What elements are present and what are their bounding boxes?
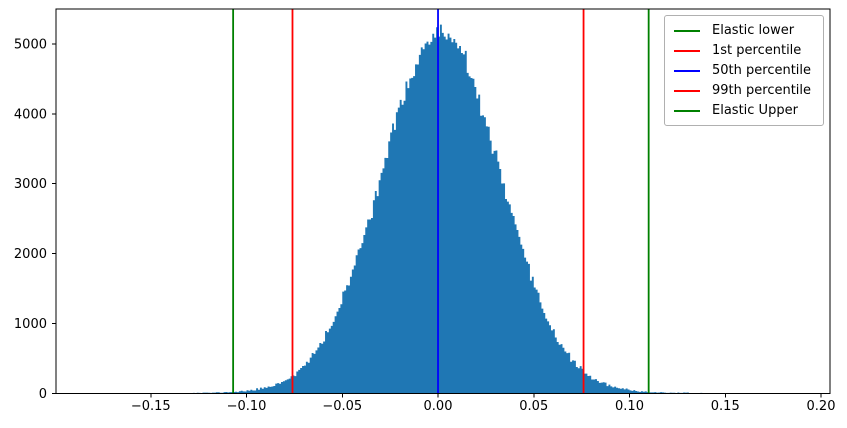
y-tick-label: 3000	[14, 177, 47, 192]
x-tick-label: −0.10	[227, 399, 267, 414]
legend-label: 50th percentile	[712, 63, 812, 78]
legend-item: Elastic Upper	[674, 102, 813, 119]
legend-label: 99th percentile	[712, 83, 812, 98]
legend-item: Elastic lower	[674, 22, 813, 39]
x-tick-label: 0.05	[519, 399, 548, 414]
x-tick-label: 0.10	[615, 399, 644, 414]
x-tick-label: −0.05	[322, 399, 362, 414]
histogram-bars	[173, 24, 709, 394]
legend-label: Elastic lower	[712, 23, 795, 38]
legend-line-swatch	[674, 69, 700, 72]
y-tick-label: 4000	[14, 107, 47, 122]
legend-item: 50th percentile	[674, 62, 813, 79]
legend-line-swatch	[674, 109, 700, 112]
x-tick-label: 0.20	[807, 399, 836, 414]
y-tick-label: 0	[39, 387, 47, 402]
x-tick-label: 0.00	[424, 399, 453, 414]
legend-line-swatch	[674, 89, 700, 92]
y-tick-label: 1000	[14, 317, 47, 332]
x-tick-label: 0.15	[711, 399, 740, 414]
legend-line-swatch	[674, 29, 700, 32]
legend-label: 1st percentile	[712, 43, 802, 58]
legend: Elastic lower 1st percentile 50th percenti…	[664, 15, 824, 126]
y-tick-label: 2000	[14, 247, 47, 262]
legend-item: 99th percentile	[674, 82, 813, 99]
legend-label: Elastic Upper	[712, 103, 798, 118]
y-tick-label: 5000	[14, 37, 47, 52]
x-tick-label: −0.15	[131, 399, 171, 414]
legend-item: 1st percentile	[674, 42, 813, 59]
legend-line-swatch	[674, 49, 700, 52]
plot-border	[55, 8, 831, 394]
